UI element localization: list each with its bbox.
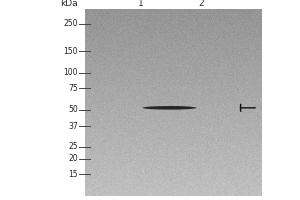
Text: 50: 50 [68, 105, 78, 114]
Text: 2: 2 [198, 0, 204, 8]
Text: 37: 37 [68, 122, 78, 131]
Text: kDa: kDa [60, 0, 78, 8]
Text: 20: 20 [68, 154, 78, 163]
Text: 75: 75 [68, 84, 78, 93]
Text: 100: 100 [64, 68, 78, 77]
Text: 25: 25 [68, 142, 78, 151]
Text: 15: 15 [68, 170, 78, 179]
Text: 1: 1 [138, 0, 144, 8]
Ellipse shape [159, 107, 192, 109]
Ellipse shape [142, 106, 196, 110]
Text: 250: 250 [64, 19, 78, 28]
Text: 150: 150 [64, 47, 78, 56]
